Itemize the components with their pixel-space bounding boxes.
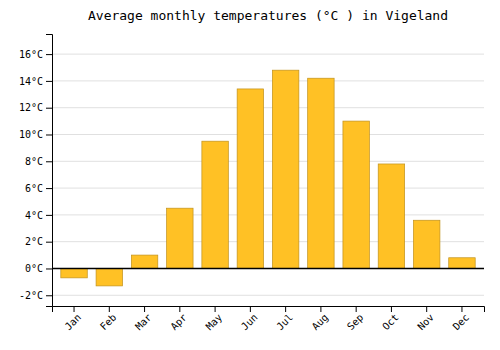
y-tick: 0°C [25, 263, 52, 274]
y-tick-label: 16°C [19, 49, 43, 60]
x-tick-label: May [204, 312, 225, 333]
bar [96, 268, 122, 285]
y-tick-mark [46, 108, 52, 109]
x-tick: Mar [133, 306, 154, 332]
grid-line [52, 295, 484, 296]
x-tick-label: Oct [380, 312, 401, 333]
y-axis: -2°C 0°C 2°C 4°C 6°C 8°C 10°C 12°C 14°C 16°C [19, 35, 53, 307]
y-tick: 12°C [19, 102, 52, 113]
grid-line [52, 268, 484, 269]
y-tick-mark [46, 295, 52, 296]
grid-line [52, 188, 484, 189]
x-tick: Oct [380, 306, 401, 332]
bar [167, 208, 193, 268]
x-tick-label: Aug [310, 312, 331, 333]
y-tick: 10°C [19, 129, 52, 140]
x-tick-mark [179, 306, 180, 312]
x-axis: Jan Feb Mar Apr May Jun Jul Aug Sep Oct Nov Dec [53, 306, 485, 332]
grid-line [52, 54, 484, 55]
y-tick-label: 10°C [19, 129, 43, 140]
y-tick: -2°C [19, 290, 52, 301]
y-tick-mark [46, 161, 52, 162]
grid-line [52, 161, 484, 162]
x-tick-label: Sep [345, 312, 366, 333]
y-tick-mark [46, 215, 52, 216]
x-tick: Jun [239, 306, 260, 332]
chart-container: -2°C 0°C 2°C 4°C 6°C 8°C 10°C 12°C 14°C 16°C Jan Fe… [0, 0, 500, 350]
y-tick: 4°C [25, 210, 52, 221]
bar [237, 89, 263, 269]
y-tick-label: 6°C [25, 183, 43, 194]
x-tick-label: Apr [168, 312, 189, 333]
x-tick: May [204, 306, 225, 332]
grid-line [52, 214, 484, 215]
y-tick-label: 12°C [19, 102, 43, 113]
y-tick: 8°C [25, 156, 52, 167]
bar [343, 121, 369, 268]
x-tick-label: Feb [98, 312, 119, 333]
plot-area: -2°C 0°C 2°C 4°C 6°C 8°C 10°C 12°C 14°C 16°C Jan Fe… [19, 35, 485, 333]
y-tick-label: 2°C [25, 236, 43, 247]
x-tick: Dec [451, 306, 472, 332]
y-tick-mark [46, 188, 52, 189]
y-tick-label: 0°C [25, 263, 43, 274]
grid-line [52, 134, 484, 135]
grid-line [52, 80, 484, 81]
y-tick: 14°C [19, 76, 52, 87]
chart-svg: -2°C 0°C 2°C 4°C 6°C 8°C 10°C 12°C 14°C 16°C Jan Fe… [0, 0, 500, 350]
x-tick-mark [74, 306, 75, 312]
bars [61, 70, 475, 286]
bar [61, 268, 87, 277]
x-tick-mark [109, 306, 110, 312]
bar [449, 258, 475, 269]
y-tick-mark [46, 134, 52, 135]
x-tick: Jul [274, 306, 295, 332]
bar [413, 220, 439, 268]
bar [272, 70, 298, 268]
bar [308, 78, 334, 268]
zero-line [52, 268, 484, 270]
grid [52, 54, 484, 295]
x-tick-label: Jul [274, 312, 295, 333]
x-tick-mark [215, 306, 216, 312]
y-tick-label: 8°C [25, 156, 43, 167]
x-tick: Nov [415, 306, 436, 332]
x-tick-label: Dec [451, 312, 472, 333]
x-tick-mark [426, 306, 427, 312]
bar [378, 164, 404, 269]
x-tick-mark [320, 306, 321, 312]
x-tick-mark [285, 306, 286, 312]
y-axis-line [46, 35, 53, 307]
x-tick-mark [250, 306, 251, 312]
x-tick: Feb [98, 306, 119, 332]
y-tick-label: 14°C [19, 76, 43, 87]
y-tick-mark [46, 81, 52, 82]
x-tick: Jan [63, 306, 84, 332]
y-tick: 2°C [25, 236, 52, 247]
x-tick-mark [461, 306, 462, 312]
x-axis-line [53, 307, 485, 313]
x-tick: Sep [345, 306, 366, 332]
y-tick-mark [46, 54, 52, 55]
x-tick: Aug [310, 306, 331, 332]
y-tick-mark [46, 268, 52, 269]
x-tick: Apr [168, 306, 189, 332]
y-tick-mark [46, 242, 52, 243]
y-tick-label: 4°C [25, 210, 43, 221]
y-tick: 16°C [19, 49, 52, 60]
y-tick: 6°C [25, 183, 52, 194]
title: Average monthly temperatures (°C ) in Vi… [88, 8, 448, 23]
x-tick-label: Mar [133, 312, 154, 333]
x-tick-mark [356, 306, 357, 312]
y-tick-label: -2°C [19, 290, 43, 301]
x-tick-label: Jan [63, 312, 84, 333]
x-tick-label: Nov [415, 312, 436, 333]
bar [131, 255, 157, 268]
bar [202, 141, 228, 268]
x-tick-label: Jun [239, 312, 260, 333]
x-tick-mark [391, 306, 392, 312]
grid-line [52, 107, 484, 108]
x-tick-mark [144, 306, 145, 312]
